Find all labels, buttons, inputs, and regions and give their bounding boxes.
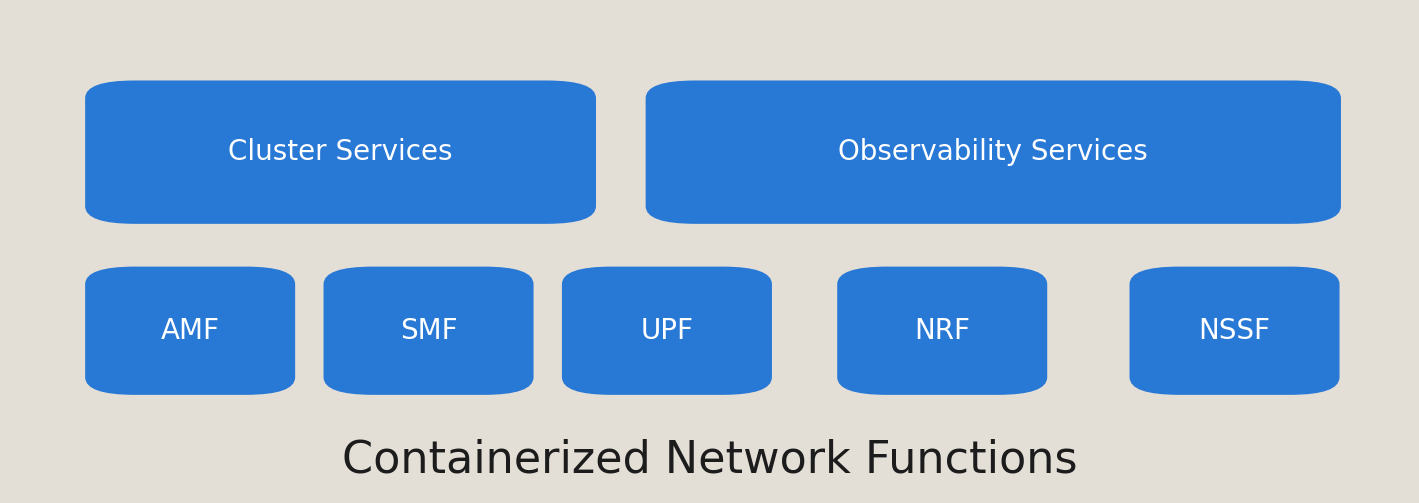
FancyBboxPatch shape <box>646 80 1341 224</box>
FancyBboxPatch shape <box>324 267 534 395</box>
Text: Observability Services: Observability Services <box>839 138 1148 166</box>
FancyBboxPatch shape <box>85 267 295 395</box>
FancyBboxPatch shape <box>837 267 1047 395</box>
Text: UPF: UPF <box>640 317 694 345</box>
Text: Cluster Services: Cluster Services <box>228 138 453 166</box>
FancyBboxPatch shape <box>40 18 1379 488</box>
FancyBboxPatch shape <box>85 80 596 224</box>
FancyBboxPatch shape <box>562 267 772 395</box>
Text: SMF: SMF <box>400 317 457 345</box>
Text: NRF: NRF <box>914 317 971 345</box>
FancyBboxPatch shape <box>1130 267 1340 395</box>
Text: NSSF: NSSF <box>1199 317 1270 345</box>
Text: Containerized Network Functions: Containerized Network Functions <box>342 439 1077 482</box>
Text: AMF: AMF <box>160 317 220 345</box>
